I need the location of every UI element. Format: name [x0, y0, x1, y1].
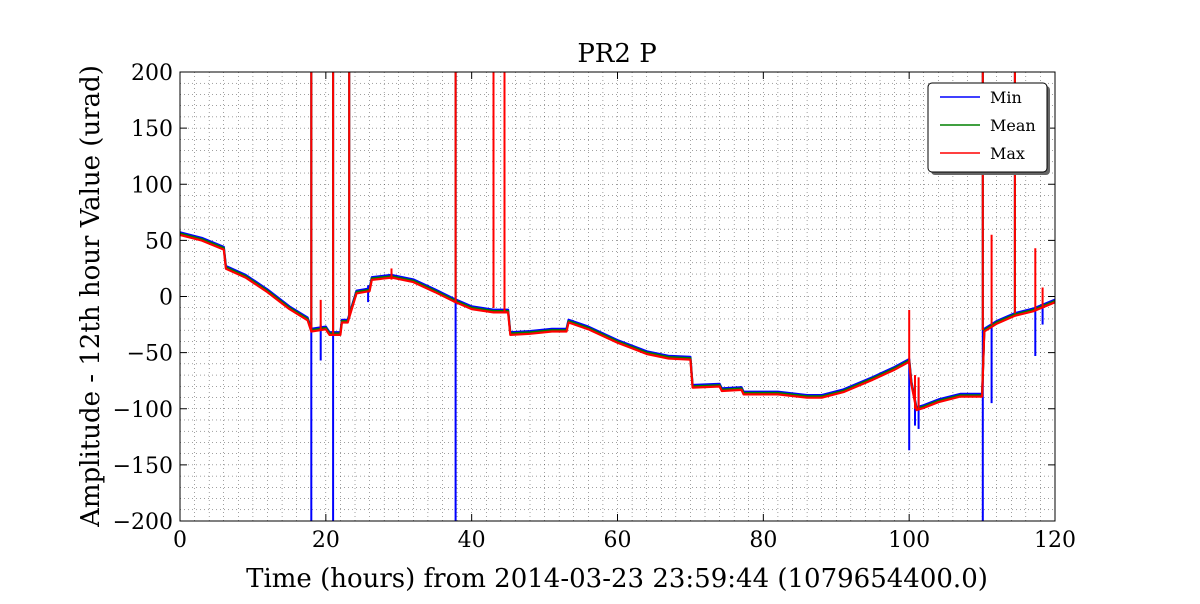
x-tick-label: 40 — [458, 528, 486, 553]
y-tick-label: −200 — [113, 510, 173, 535]
x-tick-label: 20 — [312, 528, 340, 553]
legend: Min Mean Max — [927, 82, 1050, 175]
x-axis-ticks: 0 20 40 60 80 100 120 — [173, 72, 1076, 553]
legend-box — [927, 82, 1048, 173]
x-tick-label: 0 — [173, 528, 187, 553]
y-tick-label: −50 — [127, 342, 173, 367]
y-axis-label: Amplitude - 12th hour Value (urad) — [76, 65, 106, 528]
x-tick-label: 120 — [1034, 528, 1076, 553]
x-tick-label: 60 — [604, 528, 632, 553]
y-tick-label: 150 — [131, 117, 173, 142]
y-tick-label: 100 — [131, 173, 173, 198]
y-tick-label: 0 — [159, 286, 173, 311]
grid-lines — [180, 72, 1055, 521]
y-tick-label: −150 — [113, 454, 173, 479]
y-tick-label: −100 — [113, 398, 173, 423]
x-axis-label: Time (hours) from 2014-03-23 23:59:44 (1… — [246, 564, 988, 594]
chart-title: PR2 P — [577, 39, 656, 69]
legend-label-max: Max — [990, 144, 1025, 163]
x-tick-label: 100 — [888, 528, 930, 553]
y-tick-label: 200 — [131, 61, 173, 86]
legend-label-mean: Mean — [990, 116, 1036, 135]
y-tick-label: 50 — [145, 229, 173, 254]
x-tick-label: 80 — [749, 528, 777, 553]
legend-label-min: Min — [990, 88, 1022, 107]
y-axis-ticks: −200 −150 −100 −50 0 50 100 150 200 — [113, 61, 1055, 535]
